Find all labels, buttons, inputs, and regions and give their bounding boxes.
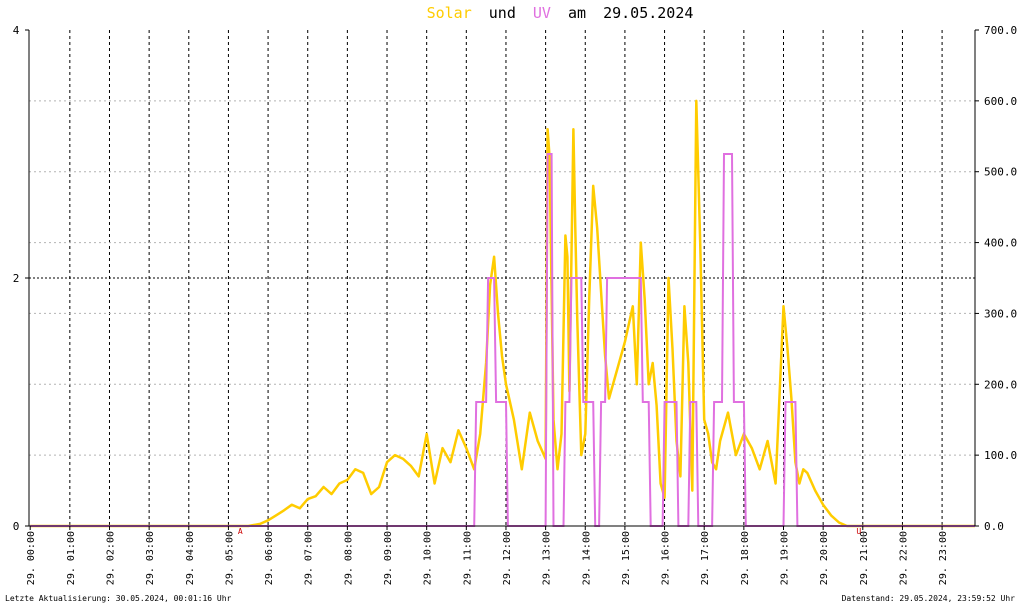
x-tick-label: 29. 15:00 <box>621 531 632 585</box>
x-axis-ticks: 29. 00:00 29. 01:00 29. 02:00 29. 03:00 29. … <box>26 526 949 585</box>
x-tick-label: 29. 03:00 <box>145 531 156 585</box>
right-tick-label: 200.0 <box>984 378 1017 391</box>
left-tick-label: 2 <box>13 272 20 285</box>
x-tick-label: 29. 22:00 <box>898 531 909 585</box>
x-tick-label: 29. 21:00 <box>859 531 870 585</box>
right-axis-ticks: 0.0 100.0 200.0 300.0 400.0 500.0 600.0 700.0 <box>975 24 1017 533</box>
marker-a: A <box>238 527 243 536</box>
series-uv <box>30 153 975 527</box>
x-tick-label: 29. 17:00 <box>700 531 711 585</box>
x-tick-label: 29. 05:00 <box>224 531 235 585</box>
x-tick-label: 29. 09:00 <box>383 531 394 585</box>
x-tick-label: 29. 00:00 <box>26 531 37 585</box>
title-und: und <box>489 4 516 22</box>
left-tick-label: 0 <box>13 520 20 533</box>
x-tick-label: 29. 01:00 <box>66 531 77 585</box>
x-tick-label: 29. 10:00 <box>423 531 434 585</box>
uv-line <box>30 153 975 527</box>
chart-title: Solar und UV am 29.05.2024 <box>427 4 694 22</box>
x-tick-label: 29. 16:00 <box>661 531 672 585</box>
grid <box>29 30 975 526</box>
series-solar <box>30 99 975 528</box>
x-tick-label: 29. 23:00 <box>938 531 949 585</box>
right-tick-label: 500.0 <box>984 166 1017 179</box>
x-tick-label: 29. 12:00 <box>502 531 513 585</box>
right-tick-label: 400.0 <box>984 237 1017 250</box>
x-tick-label: 29. 14:00 <box>581 531 592 585</box>
right-tick-label: 300.0 <box>984 307 1017 320</box>
marker-u: U <box>856 527 861 536</box>
title-uv: UV <box>533 4 551 22</box>
title-solar: Solar <box>427 4 472 22</box>
x-tick-label: 29. 06:00 <box>264 531 275 585</box>
x-tick-label: 29. 19:00 <box>780 531 791 585</box>
solar-line <box>30 99 975 528</box>
x-tick-label: 29. 02:00 <box>106 531 117 585</box>
title-am: am <box>568 4 586 22</box>
x-tick-label: 29. 11:00 <box>462 531 473 585</box>
right-tick-label: 0.0 <box>984 520 1004 533</box>
x-tick-label: 29. 20:00 <box>819 531 830 585</box>
right-tick-label: 700.0 <box>984 24 1017 37</box>
left-tick-label: 4 <box>13 24 20 37</box>
x-tick-label: 29. 04:00 <box>185 531 196 585</box>
right-tick-label: 600.0 <box>984 95 1017 108</box>
left-axis-ticks: 0 2 4 <box>13 24 29 533</box>
x-tick-label: 29. 07:00 <box>304 531 315 585</box>
x-tick-label: 29. 18:00 <box>740 531 751 585</box>
x-tick-label: 29. 08:00 <box>343 531 354 585</box>
footer-data-state: Datenstand: 29.05.2024, 23:59:52 Uhr <box>842 594 1016 603</box>
footer-last-update: Letzte Aktualisierung: 30.05.2024, 00:01… <box>5 594 232 603</box>
x-tick-label: 29. 13:00 <box>542 531 553 585</box>
title-date: 29.05.2024 <box>603 4 693 22</box>
right-tick-label: 100.0 <box>984 449 1017 462</box>
